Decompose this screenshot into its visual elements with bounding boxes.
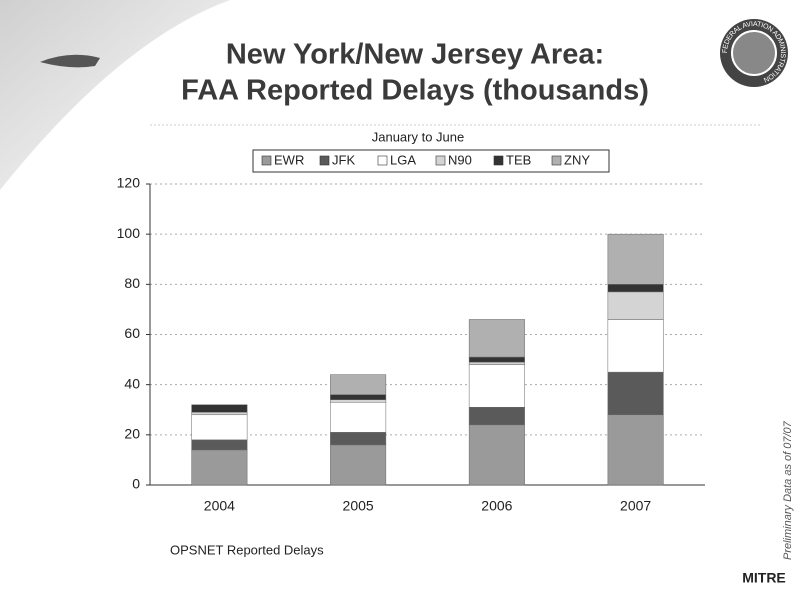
legend-swatch [319, 155, 330, 166]
legend-swatch [435, 155, 446, 166]
chart-title: New York/New Jersey Area: [226, 39, 604, 71]
bar-segment [468, 361, 525, 365]
bar-segment [468, 424, 525, 486]
legend-label: TEB [506, 152, 531, 167]
side-note: Preliminary Data as of 07/07 [782, 420, 794, 560]
bar-segment [468, 356, 525, 363]
legend-swatch [377, 155, 388, 166]
x-tick-label: 2006 [481, 498, 512, 514]
y-tick-label: 100 [117, 225, 141, 241]
chart-subtitle: January to June [372, 129, 465, 144]
bar-segment [468, 406, 525, 426]
legend-swatch [261, 155, 272, 166]
legend-box [252, 149, 610, 173]
legend-label: EWR [274, 152, 304, 167]
bar-segment [330, 401, 387, 433]
y-tick-label: 20 [124, 426, 140, 442]
legend-label: LGA [390, 152, 416, 167]
y-tick-label: 120 [117, 175, 141, 191]
x-tick-label: 2004 [204, 498, 235, 514]
bar-segment [468, 319, 525, 358]
plane-icon [40, 54, 100, 68]
bar-segment [191, 404, 248, 413]
source-note: OPSNET Reported Delays [170, 542, 324, 557]
mitre-logo: MITRE [742, 570, 786, 586]
chart-title: FAA Reported Delays (thousands) [181, 75, 649, 107]
y-tick-label: 60 [124, 325, 140, 341]
bar-segment [330, 444, 387, 486]
legend-label: JFK [332, 152, 355, 167]
bar-segment [468, 364, 525, 408]
x-tick-label: 2005 [343, 498, 374, 514]
bar-segment [330, 432, 387, 446]
bar-segment [607, 414, 664, 486]
bar-segment [191, 414, 248, 441]
bar-segment [607, 291, 664, 320]
y-tick-label: 80 [124, 275, 140, 291]
legend-label: N90 [448, 152, 472, 167]
bar-segment [330, 374, 387, 395]
legend-label: ZNY [564, 152, 590, 167]
corner-decoration [0, 0, 230, 190]
bar-segment [191, 412, 248, 416]
x-tick-label: 2007 [620, 498, 651, 514]
bar-segment [191, 439, 248, 451]
legend-swatch [551, 155, 562, 166]
y-tick-label: 40 [124, 375, 140, 391]
legend-swatch [493, 155, 504, 166]
faa-seal: FEDERAL AVIATION ADMINISTRATION [720, 19, 788, 87]
bar-segment [607, 319, 664, 373]
bar-segment [607, 284, 664, 293]
y-tick-label: 0 [132, 476, 140, 492]
bar-segment [191, 449, 248, 486]
bar-segment [330, 394, 387, 400]
bar-segment [330, 399, 387, 403]
bar-segment [607, 233, 664, 285]
bar-segment [607, 371, 664, 416]
